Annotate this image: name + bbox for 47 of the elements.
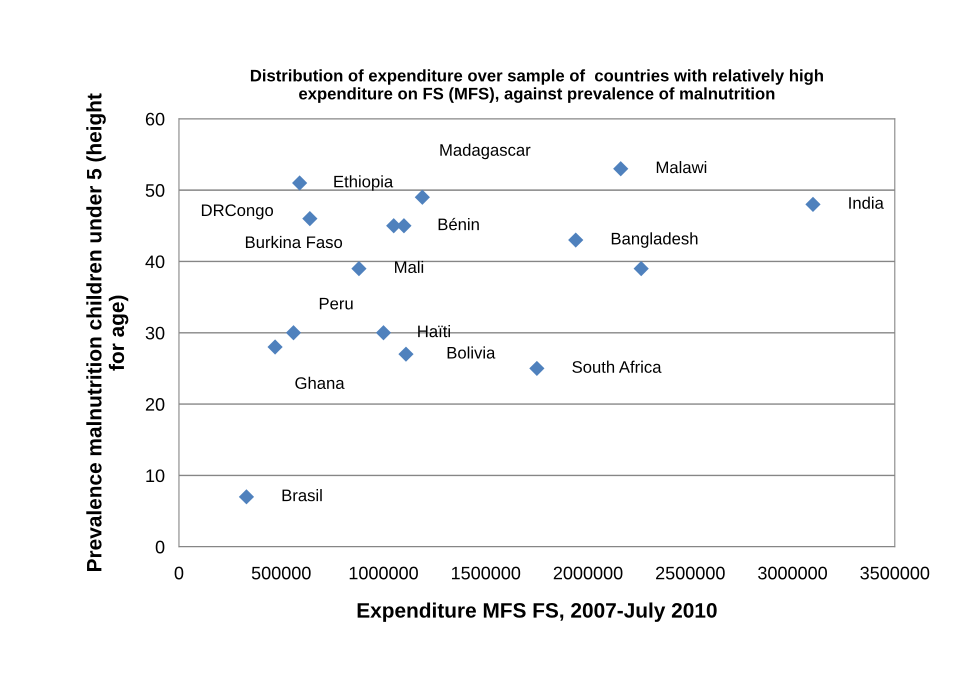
annotation: Madagascar	[440, 144, 530, 160]
annotation: Brasil	[282, 489, 322, 502]
point	[568, 232, 584, 248]
point	[529, 360, 544, 376]
y-tick-label: 30	[146, 326, 164, 340]
x-tick-label: 3000000	[758, 566, 827, 580]
x-tick-label: 500000	[252, 566, 311, 580]
x-tick-label: 2500000	[656, 566, 725, 580]
x-tick-label: 1000000	[350, 566, 418, 580]
point	[238, 489, 254, 504]
point	[398, 346, 414, 362]
y-tick-label: 50	[146, 184, 164, 197]
x-axis-title: Expenditure MFS FS, 2007-July 2010	[358, 602, 717, 622]
annotation: Ethiopia	[334, 175, 394, 191]
annotation: India	[849, 196, 884, 209]
chart-title: Distribution of expenditure over sample of countries with relatively high expenditure on FS (MFS), against prevalence of malnutrition	[250, 69, 823, 103]
point	[805, 196, 821, 212]
point	[302, 211, 318, 226]
y-tick-label: 60	[146, 112, 164, 126]
annotation: Bolivia	[448, 346, 496, 359]
annotation: Bangladesh	[612, 232, 698, 248]
x-tick-label: 2000000	[554, 566, 622, 580]
x-tick-label: 1500000	[452, 566, 520, 580]
x-tick-label: 3500000	[860, 566, 930, 580]
annotation: Ghana	[295, 376, 345, 390]
point	[414, 190, 430, 205]
y-tick-label: 10	[146, 469, 164, 482]
y-tick-label: 0	[156, 540, 164, 554]
point	[292, 175, 308, 191]
point	[376, 325, 392, 340]
annotation: DRCongo	[202, 204, 274, 220]
point	[634, 260, 649, 276]
point	[267, 339, 283, 355]
annotation: Haïti	[418, 325, 450, 338]
annotation: Peru	[320, 298, 353, 310]
annotation: Burkina Faso	[246, 236, 342, 248]
point	[286, 325, 302, 340]
annotation: Mali	[395, 260, 424, 274]
y-tick-label: 20	[146, 398, 164, 411]
point	[613, 161, 628, 176]
x-tick-label: 0	[174, 566, 184, 580]
y-axis-title: Prevalence malnutrition children under 5 (height for age)	[86, 93, 128, 571]
point	[351, 260, 367, 276]
annotation: Malawi	[656, 160, 706, 174]
y-tick-label: 40	[145, 255, 164, 268]
annotation: South Africa	[572, 360, 662, 373]
annotation: Bénin	[438, 218, 479, 230]
